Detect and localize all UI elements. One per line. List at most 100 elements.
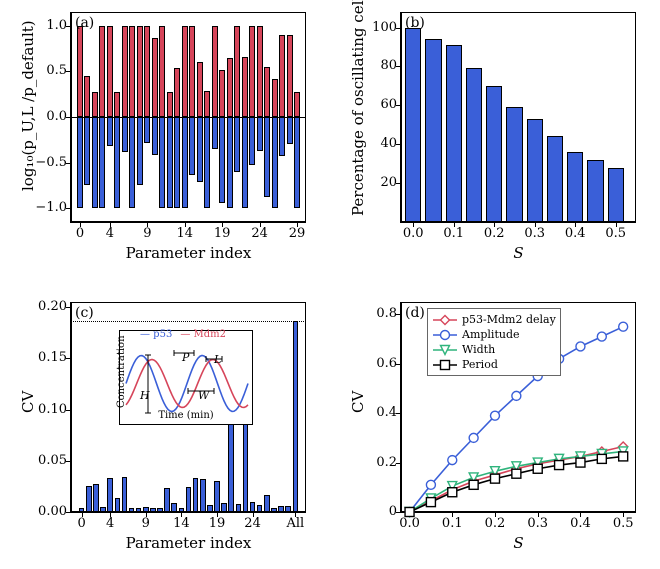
bar-pos [197,62,203,117]
panel-tag: (d) [405,305,425,321]
bar [214,481,220,512]
bar [527,119,543,222]
bar-pos [287,35,293,117]
xlabel: S [449,534,589,552]
bar-pos [92,92,98,117]
bar [200,479,206,512]
bar-neg [167,117,173,208]
bar-neg [77,117,83,208]
bar [236,504,242,512]
bar-neg [197,117,203,182]
bar [506,107,522,222]
bar-pos [159,26,165,117]
bar [446,45,462,222]
bar [157,508,163,512]
bar-neg [279,117,285,156]
bar-pos [174,68,180,117]
dotted-ref [71,321,306,322]
bar-neg [182,117,188,208]
bar [257,505,263,512]
bar [285,506,291,512]
bar-neg [144,117,150,143]
bar [107,478,113,512]
bar-pos [234,26,240,117]
chart-d: (d)SCV0.00.10.20.30.40.500.20.40.60.8p53… [400,302,636,513]
bar [547,136,563,222]
inset-legend: — p53— Mdm2 [140,329,226,340]
bar [207,505,213,512]
bar-neg [122,117,128,152]
bar-neg [287,117,293,144]
bar-pos [182,26,188,117]
bar-neg [204,117,210,208]
bar-neg [99,117,105,208]
panel-tag: (b) [405,15,425,31]
bar-pos [114,92,120,117]
bar [250,502,256,512]
bar-neg [227,117,233,208]
xlabel: Parameter index [119,244,259,262]
bar-neg [84,117,90,185]
bar [264,495,270,512]
bar [122,477,128,512]
bar [587,160,603,222]
bar [143,507,149,512]
bar-pos [189,26,195,117]
bar [466,68,482,222]
bar-neg [129,117,135,208]
bar-neg [137,117,143,185]
chart-c: (c)Parameter indexCV049141924All0.000.05… [70,302,306,513]
bar-pos [77,26,83,117]
bar [405,28,421,222]
bar [164,488,170,512]
bar [79,508,85,512]
bar [608,168,624,222]
bar-pos [264,67,270,117]
bar [136,508,142,512]
bar-pos [219,70,225,117]
figure: (a)Parameter indexlog₁₀(p_U,L /p_default… [0,0,660,569]
bar-pos [257,26,263,117]
inset-oscillation: HPLW— p53— Mdm2Time (min)Concentration [119,330,253,425]
bar [129,508,135,512]
bar [171,503,177,512]
bar [93,484,99,512]
bar-neg [212,117,218,149]
legend-item: Period [432,357,556,372]
bar-neg [264,117,270,197]
bar [567,152,583,222]
bar-pos [272,79,278,117]
bar [186,487,192,512]
bar-pos [84,76,90,117]
bar [115,498,121,512]
bar-neg [294,117,300,208]
chart-b: (b)SPercentage of oscillating cells0.00.… [400,12,636,223]
xlabel: Parameter index [119,534,259,552]
bar-neg [219,117,225,203]
bar [425,39,441,222]
bar-pos [294,92,300,117]
bar-pos [122,26,128,117]
legend: p53-Mdm2 delayAmplitudeWidthPeriod [427,308,561,376]
bar-pos [279,35,285,117]
legend-item: Width [432,342,556,357]
legend-item: Amplitude [432,327,556,342]
bar-pos [152,38,158,117]
bar [271,508,277,512]
bar-neg [257,117,263,151]
bar [86,486,92,512]
bar-pos [212,26,218,117]
bar-neg [249,117,255,165]
bar-pos [167,92,173,117]
bar [221,503,227,512]
bar-neg [152,117,158,155]
bar-neg [159,117,165,208]
xlabel: S [449,244,589,262]
bar-neg [174,117,180,208]
bar-pos [99,26,105,117]
bar-neg [234,117,240,172]
bar-neg [189,117,195,175]
bar-neg [272,117,278,208]
bar [179,508,185,512]
bar-pos [107,26,113,117]
